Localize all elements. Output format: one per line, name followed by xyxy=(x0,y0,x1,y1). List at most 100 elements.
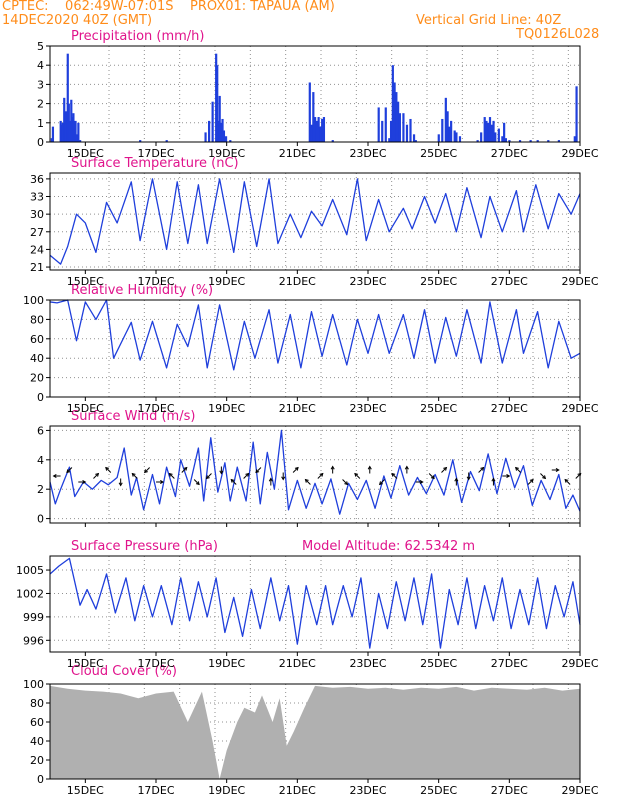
humidity-ytick-label: 80 xyxy=(30,313,44,326)
wind-arrow xyxy=(78,479,87,485)
precip-bar xyxy=(204,132,207,142)
wind-arrow-head xyxy=(378,481,383,486)
humidity-ytick-label: 0 xyxy=(37,391,44,404)
pressure-date-label: 25DEC xyxy=(420,657,457,670)
precip-bar xyxy=(317,117,320,142)
wind-arrow xyxy=(551,467,560,473)
temp-series-line xyxy=(49,178,581,265)
wind-arrow-head xyxy=(268,477,273,482)
header-grid-note: Vertical Grid Line: 40Z xyxy=(416,13,562,28)
cloud-date-label: 27DEC xyxy=(491,784,528,797)
wind-arrow-shaft xyxy=(342,479,348,485)
wind-arrow-head xyxy=(105,466,110,471)
wind-arrow xyxy=(564,478,571,485)
wind-arrow-shaft xyxy=(66,467,73,473)
humidity-frame xyxy=(49,299,581,398)
wind-arrow-head xyxy=(82,479,87,485)
humidity-ytick-label: 40 xyxy=(30,352,44,365)
precip-bar xyxy=(446,111,449,142)
precip-bar xyxy=(314,117,317,142)
precip-panel: 0 1 2 3 4 5 15DEC 17DEC 19DEC 21DEC 23DEC 25DEC 27DE… xyxy=(37,40,599,160)
wind-arrow-head xyxy=(491,477,496,482)
temp-ytick-label: 30 xyxy=(30,208,44,221)
precip-bar xyxy=(216,65,219,142)
wind-arrow xyxy=(342,479,349,486)
wind-arrow-head xyxy=(344,481,349,486)
humidity-date-label: 19DEC xyxy=(208,402,245,415)
wind-frame xyxy=(49,425,581,524)
cloud-date-label: 19DEC xyxy=(208,784,245,797)
precip-bar xyxy=(503,122,506,142)
wind-title: Surface Wind (m/s) xyxy=(71,409,196,424)
precip-bar xyxy=(64,111,68,142)
wind-arrow xyxy=(540,473,547,480)
precip-bar xyxy=(310,124,313,142)
precip-bar xyxy=(315,120,318,142)
precip-bar xyxy=(458,136,462,142)
wind-arrow-head xyxy=(118,482,123,487)
precip-ytick-label: 5 xyxy=(37,40,44,53)
wind-arrow-shaft xyxy=(305,479,311,485)
wind-arrow xyxy=(367,465,372,474)
wind-arrow xyxy=(330,465,335,474)
wind-arrow-head xyxy=(95,472,100,477)
wind-arrow xyxy=(428,473,435,480)
precip-bar xyxy=(536,140,539,142)
temp-date-label: 15DEC xyxy=(67,275,104,288)
precip-bar xyxy=(414,140,417,142)
wind-arrow-head xyxy=(245,472,250,477)
humidity-date-label: 15DEC xyxy=(67,402,104,415)
temp-date-label: 29DEC xyxy=(561,275,598,288)
pressure-ytick-label: 999 xyxy=(23,611,44,624)
precip-bar xyxy=(393,82,396,142)
precip-bar xyxy=(488,117,492,142)
precip-bar xyxy=(391,65,394,142)
precip-bar xyxy=(61,122,64,142)
wind-arrow-shaft xyxy=(292,467,299,473)
wind-arrow xyxy=(404,465,409,474)
wind-arrow-shaft xyxy=(354,473,361,479)
temp-date-label: 27DEC xyxy=(491,275,528,288)
wind-arrow-head xyxy=(255,469,260,474)
wind-arrow-head xyxy=(52,473,57,479)
wind-arrow-head xyxy=(443,466,448,471)
precip-bar xyxy=(377,107,380,142)
precip-bar xyxy=(494,132,497,142)
wind-arrow xyxy=(243,472,250,479)
wind-arrow-shaft xyxy=(144,467,150,473)
wind-arrow-head xyxy=(404,465,409,470)
wind-arrow-head xyxy=(195,481,200,486)
precip-date-label: 25DEC xyxy=(420,147,457,160)
wind-arrow-head xyxy=(160,479,165,485)
wind-arrow xyxy=(514,466,521,473)
precip-bar xyxy=(389,120,393,142)
wind-arrow-head xyxy=(454,477,459,482)
wind-arrow xyxy=(105,466,112,473)
precip-date-label: 27DEC xyxy=(491,147,528,160)
humidity-ytick-label: 60 xyxy=(30,333,44,346)
cloud-ytick-label: 100 xyxy=(23,678,44,691)
precip-bar xyxy=(450,120,453,142)
wind-arrow-head xyxy=(506,473,511,479)
wind-arrow-shaft xyxy=(169,473,175,479)
wind-ytick-label: 2 xyxy=(37,483,44,496)
precip-bar xyxy=(51,126,55,142)
humidity-date-label: 27DEC xyxy=(491,402,528,415)
wind-arrow xyxy=(354,472,361,479)
wind-arrow-head xyxy=(281,476,286,481)
wind-ytick-label: 6 xyxy=(37,424,44,437)
precip-bar xyxy=(75,134,79,142)
header-run-date: 14DEC2020 40Z (GMT) xyxy=(2,13,153,28)
pressure-ytick-label: 996 xyxy=(23,634,44,647)
precip-bar xyxy=(497,128,500,142)
wind-arrow-head xyxy=(419,479,424,485)
precip-bar xyxy=(218,95,221,142)
wind-arrow-shaft xyxy=(243,473,249,479)
humidity-title: Relative Humidity (%) xyxy=(71,283,214,298)
precip-bar xyxy=(557,140,560,142)
wind-arrow-head xyxy=(219,470,224,475)
precip-bar xyxy=(66,53,69,142)
temp-ytick-label: 36 xyxy=(30,173,44,186)
temp-date-label: 17DEC xyxy=(137,275,174,288)
